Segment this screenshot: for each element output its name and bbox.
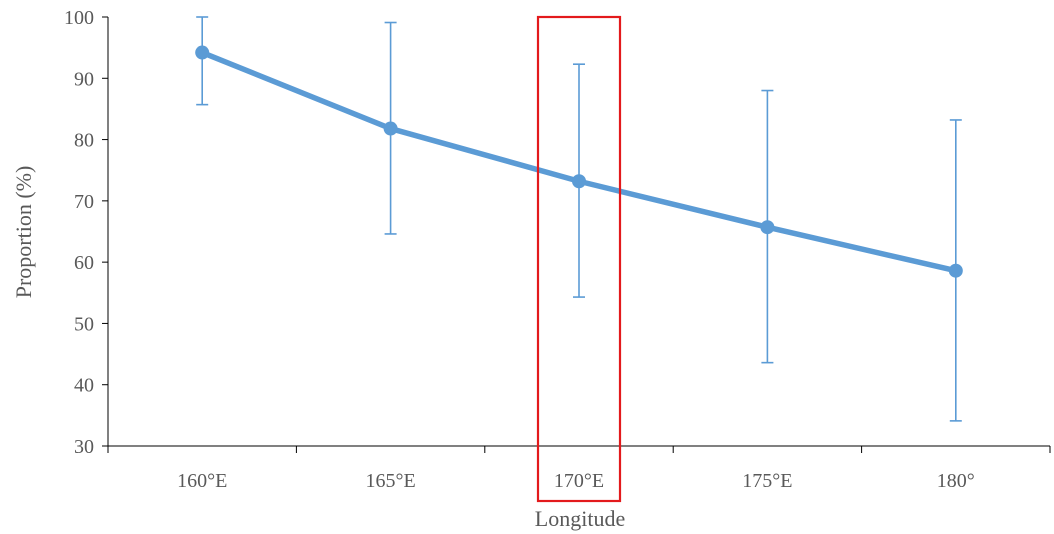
- tick-labels: 30 40 50 60 70 80 90 100 160°E 165°E 170°E 175°E 180…: [64, 7, 975, 492]
- x-tick-label: 160°E: [177, 470, 227, 492]
- y-tick-label: 100: [64, 7, 94, 29]
- error-bars: [196, 16, 962, 422]
- x-tick-label: 170°E: [554, 470, 604, 492]
- x-tick-label: 180°: [937, 470, 975, 492]
- y-tick-label: 50: [74, 313, 94, 335]
- data-point: [383, 121, 398, 136]
- y-tick-label: 70: [74, 191, 94, 213]
- highlight-group: [536, 15, 622, 503]
- y-tick-label: 40: [74, 375, 94, 397]
- y-tick-label: 90: [74, 68, 94, 90]
- highlight-box: [536, 15, 622, 503]
- y-tick-label: 80: [74, 130, 94, 152]
- y-tick-label: 30: [74, 436, 94, 458]
- x-tick-label: 175°E: [742, 470, 792, 492]
- x-axis-title: Longitude: [535, 506, 625, 531]
- y-tick-label: 60: [74, 252, 94, 274]
- data-point: [948, 263, 963, 278]
- y-axis-title: Proportion (%): [11, 166, 36, 299]
- x-tick-label: 165°E: [365, 470, 415, 492]
- data-points: [195, 45, 963, 278]
- data-point: [195, 45, 210, 60]
- data-point: [572, 174, 586, 189]
- axes: [102, 16, 1051, 453]
- data-point: [760, 220, 775, 235]
